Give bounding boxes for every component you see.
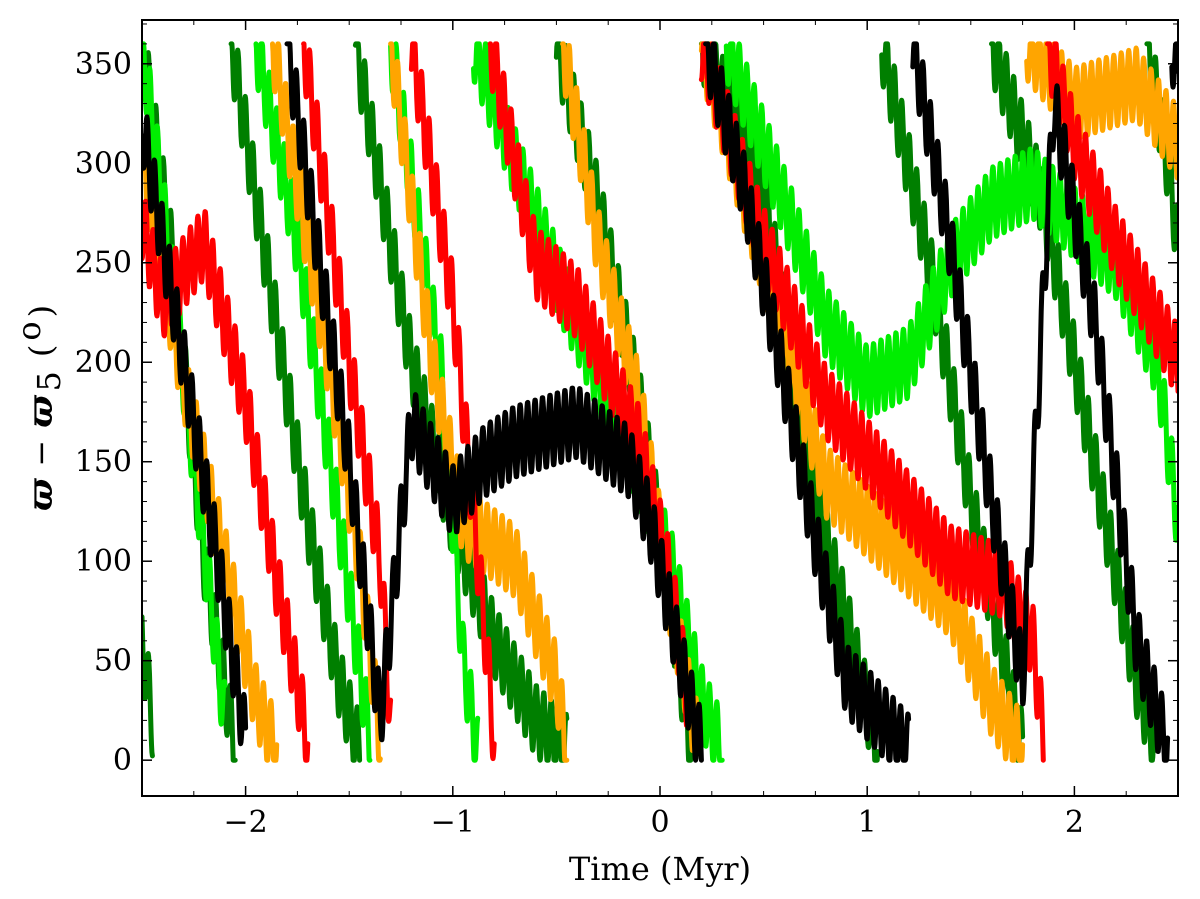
x-tick-label: 1 [858, 805, 877, 840]
y-axis-label: ϖ − ϖ 5 ( o ) [10, 305, 68, 511]
x-tick-label: −1 [431, 805, 475, 840]
y-tick-label: 300 [75, 146, 132, 181]
x-tick-label: −2 [223, 805, 267, 840]
y-label-subscript: 5 [30, 371, 68, 391]
series-line [142, 41, 1178, 763]
y-label-minus: − [22, 440, 60, 467]
y-label-symbol-2: ϖ [21, 394, 61, 428]
x-tick-label: 2 [1065, 805, 1084, 840]
y-tick-label: 200 [75, 345, 132, 380]
svg-text:ϖ − ϖ 5: ϖ − ϖ 5 ( o ) [10, 305, 68, 511]
y-label-symbol: ϖ [21, 477, 61, 511]
series-layer [142, 41, 1178, 763]
y-tick-label: 250 [75, 246, 132, 281]
y-tick-label: 0 [113, 743, 132, 778]
x-axis-label: Time (Myr) [569, 850, 751, 888]
y-tick-label: 100 [75, 544, 132, 579]
series-line [142, 41, 1178, 763]
y-label-unit-close: ) [22, 305, 60, 317]
x-tick-label: 0 [650, 805, 669, 840]
y-label-unit-sup: o [10, 321, 48, 340]
y-label-unit-open: ( [22, 345, 60, 357]
tick-layer: −2 −1 0 1 2 0 50 100 150 200 250 300 350 [75, 20, 1179, 840]
y-tick-label: 50 [94, 644, 132, 679]
y-tick-label: 350 [75, 47, 132, 82]
y-tick-label: 150 [75, 445, 132, 480]
